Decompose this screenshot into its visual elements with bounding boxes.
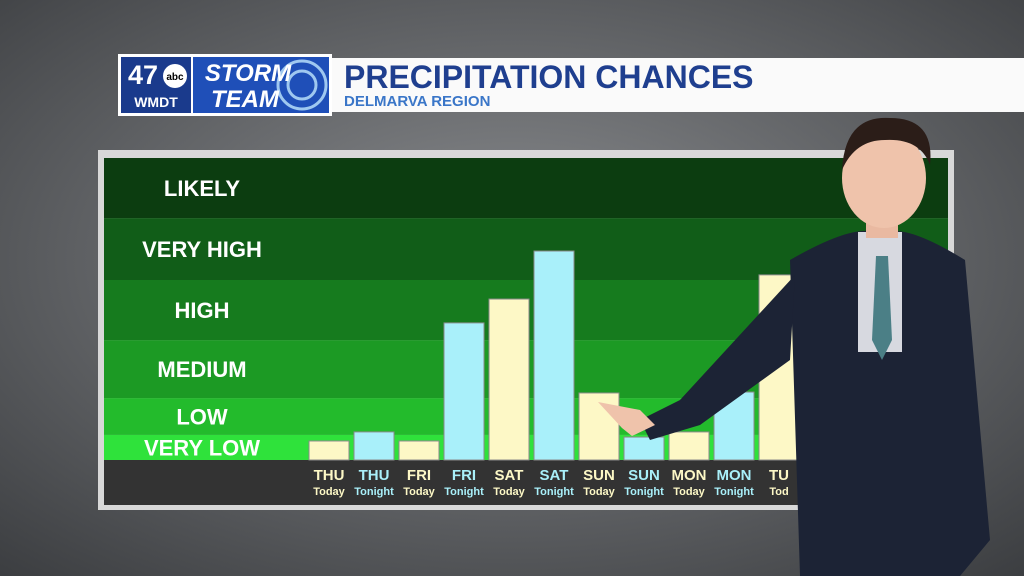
x-tick-sublabel: Tod: [769, 486, 788, 498]
x-tick-label: SAT: [495, 467, 524, 484]
radar-icon: [276, 59, 328, 111]
x-tick-sublabel: Today: [583, 486, 615, 498]
bar: [578, 392, 620, 461]
title-bar: [330, 58, 1024, 112]
x-tick-label: SUN: [583, 467, 615, 484]
bar: [353, 431, 395, 461]
x-tick-sublabel: Today: [493, 486, 525, 498]
band-label: MEDIUM: [157, 357, 246, 382]
radar-icon: [286, 69, 318, 101]
x-tick-label: MON: [717, 467, 752, 484]
band-label: VERY LOW: [144, 435, 260, 460]
x-tick-sublabel: Tonight: [624, 486, 664, 498]
band-label: LOW: [176, 405, 228, 430]
bar: [488, 298, 530, 461]
x-tick-label: FRI: [452, 467, 476, 484]
band-label: HIGH: [175, 298, 230, 323]
x-tick-sublabel: Tonight: [534, 486, 574, 498]
band-label: LIKELY: [164, 176, 241, 201]
logo-network: abc: [166, 72, 184, 83]
x-tick-sublabel: Tonight: [714, 486, 754, 498]
logo-number: 47: [128, 60, 158, 90]
storm-team-box: [193, 57, 329, 113]
bar: [443, 322, 485, 461]
abc-circle: [163, 64, 187, 88]
bar: [308, 440, 350, 461]
x-tick-label: SAT: [540, 467, 569, 484]
x-tick-sublabel: Today: [673, 486, 705, 498]
title: PRECIPITATION CHANCES: [344, 59, 754, 95]
x-tick-sublabel: Tonight: [444, 486, 484, 498]
subtitle: DELMARVA REGION: [344, 93, 490, 110]
brand-line: STORM: [205, 60, 292, 87]
x-tick-label: SUN: [628, 467, 660, 484]
x-tick-label: MON: [672, 467, 707, 484]
x-tick-sublabel: Today: [313, 486, 345, 498]
band-label: VERY HIGH: [142, 237, 262, 262]
x-tick-label: THU: [314, 467, 345, 484]
x-tick-sublabel: Tonight: [354, 486, 394, 498]
presenter: [598, 117, 990, 576]
bar: [398, 440, 440, 461]
bar: [623, 436, 665, 461]
logo-station: WMDT: [134, 94, 178, 110]
brand-line: TEAM: [211, 86, 280, 113]
x-tick-label: THU: [359, 467, 390, 484]
band: [104, 158, 948, 219]
x-tick-label: TU: [769, 467, 789, 484]
bar: [668, 431, 710, 461]
x-tick-sublabel: Today: [403, 486, 435, 498]
bar: [533, 250, 575, 461]
x-tick-label: FRI: [407, 467, 431, 484]
